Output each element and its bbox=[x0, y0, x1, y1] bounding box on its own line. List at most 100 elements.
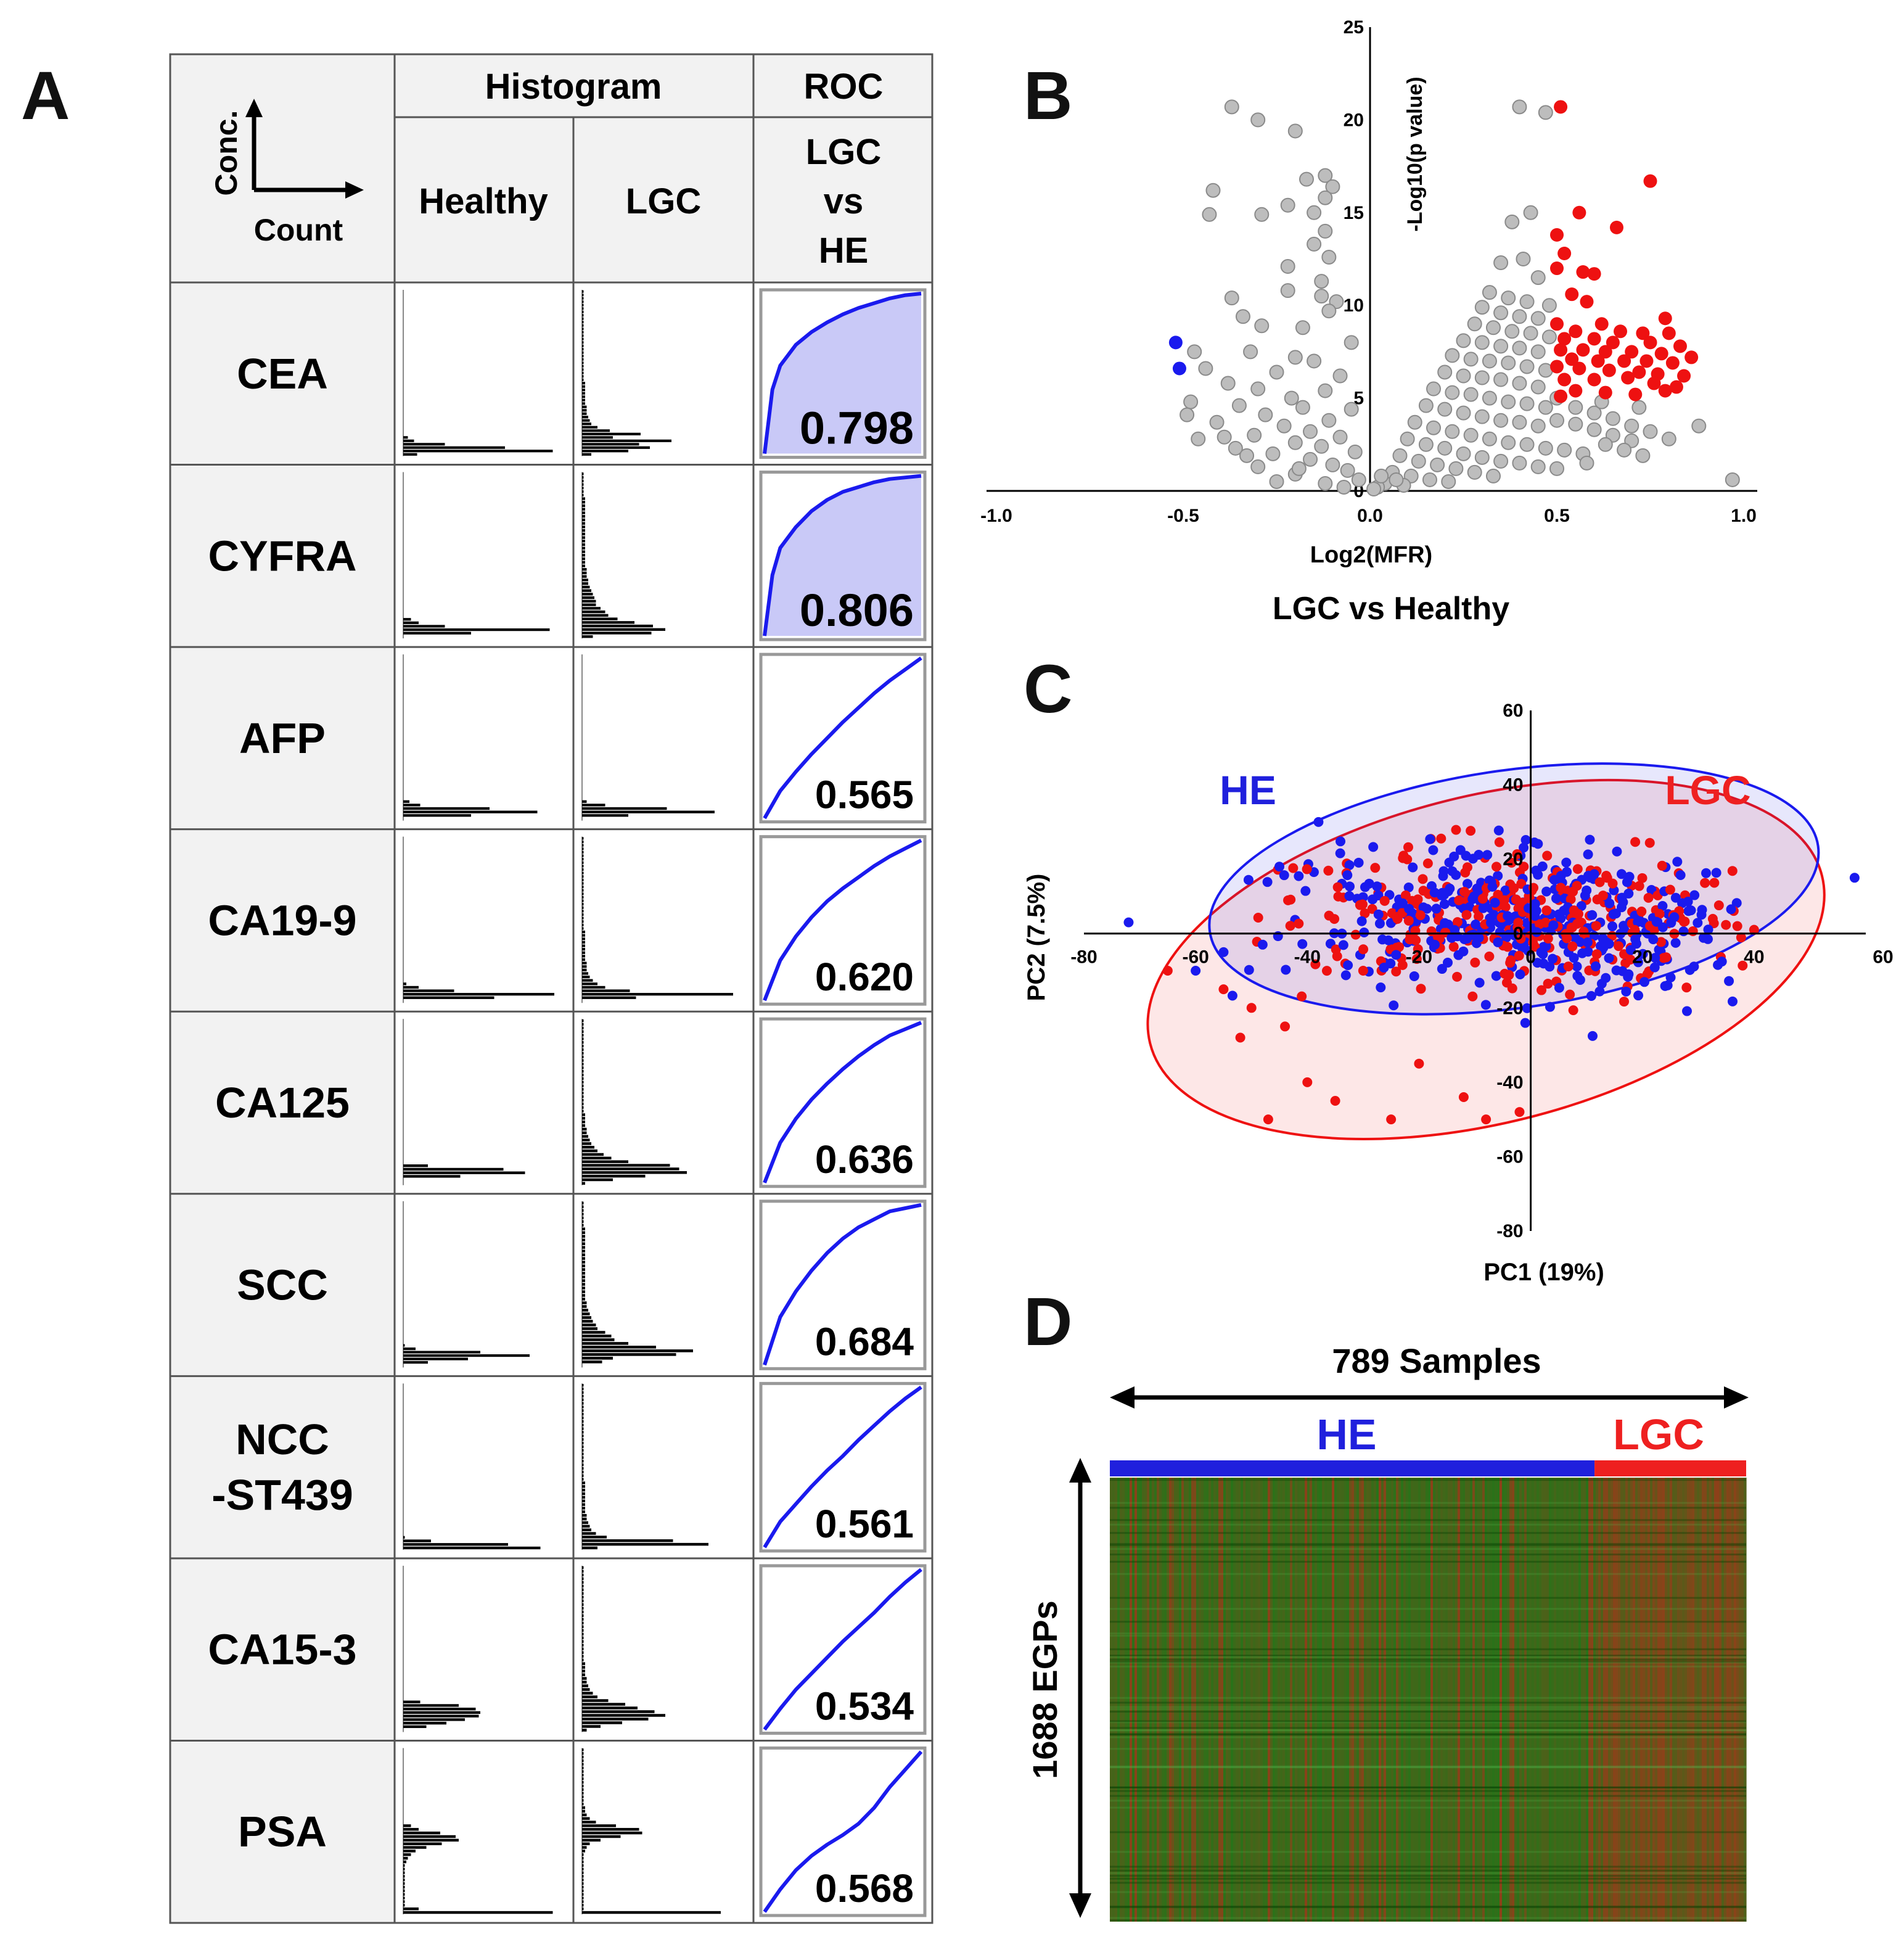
volcano-point-ns bbox=[1280, 283, 1295, 298]
pca-point-lgc bbox=[1544, 942, 1554, 953]
pca-point-he bbox=[1438, 866, 1449, 876]
pca-point-lgc bbox=[1592, 894, 1602, 905]
pca-point-he bbox=[1391, 950, 1401, 960]
heatmap-column bbox=[1233, 1478, 1236, 1922]
auc-value: 0.684 bbox=[815, 1319, 914, 1364]
heatmap-column bbox=[1564, 1478, 1567, 1922]
pca-point-he bbox=[1426, 881, 1437, 891]
pca-point-lgc bbox=[1506, 889, 1516, 899]
heatmap-column bbox=[1625, 1478, 1628, 1922]
heatmap-column bbox=[1347, 1478, 1350, 1922]
pca-point-he bbox=[1485, 918, 1496, 928]
pca-point-lgc bbox=[1333, 891, 1344, 902]
lgc-hist-bar bbox=[582, 993, 733, 996]
pca-point-he bbox=[1623, 888, 1634, 899]
lgc-hist-bar bbox=[582, 1420, 584, 1423]
volcano-point-ns bbox=[1482, 285, 1497, 300]
pca-point-lgc bbox=[1568, 1005, 1578, 1016]
volcano-point-ns bbox=[1250, 381, 1266, 397]
lgc-hist-bar bbox=[582, 508, 585, 511]
pca-point-lgc bbox=[1507, 983, 1517, 994]
pca-point-lgc bbox=[1436, 833, 1446, 844]
volcano-point-up bbox=[1580, 295, 1594, 309]
lgc-hist-bar bbox=[582, 1788, 584, 1792]
pca-point-lgc bbox=[1402, 854, 1413, 865]
pca-point-lgc bbox=[1562, 933, 1572, 944]
heatmap-column bbox=[1734, 1478, 1737, 1922]
pca-point-he bbox=[1510, 911, 1520, 921]
auc-value: 0.636 bbox=[815, 1137, 914, 1182]
lgc-hist-bar bbox=[582, 1044, 584, 1048]
pca-point-he bbox=[1601, 892, 1612, 902]
pca-point-lgc bbox=[1484, 951, 1495, 961]
heatmap-row-stripe bbox=[1110, 1786, 1746, 1788]
healthy-hist-bar bbox=[403, 1714, 479, 1718]
healthy-hist-bar bbox=[403, 632, 471, 635]
pca-point-lgc bbox=[1527, 886, 1537, 896]
pca-point-he bbox=[1509, 930, 1520, 940]
heatmap-column bbox=[1628, 1478, 1631, 1922]
heatmap-row-stripe bbox=[1110, 1648, 1746, 1650]
pca-point-lgc bbox=[1633, 912, 1644, 923]
roc-frame bbox=[759, 471, 927, 641]
volcano-point-ns bbox=[1340, 463, 1355, 478]
lgc-hist-bar bbox=[582, 1427, 584, 1430]
pca-point-lgc bbox=[1394, 942, 1405, 952]
lgc-hist-bar bbox=[582, 1338, 615, 1341]
pca-point-lgc bbox=[1435, 943, 1445, 953]
pca-point-he bbox=[1300, 886, 1311, 896]
lgc-hist-bar bbox=[582, 1478, 584, 1481]
heatmap-column bbox=[1403, 1478, 1406, 1922]
pca-point-he bbox=[1453, 950, 1464, 960]
lgc-hist-bar bbox=[582, 1164, 670, 1167]
heatmap-row-stripe bbox=[1110, 1905, 1746, 1907]
pca-point-he bbox=[1546, 909, 1556, 920]
pca-point-he bbox=[1713, 960, 1723, 970]
heatmap-column bbox=[1290, 1478, 1293, 1922]
heatmap-column bbox=[1327, 1478, 1330, 1922]
pca-point-lgc bbox=[1321, 966, 1332, 976]
pca-point-he bbox=[1689, 890, 1700, 900]
volcano-point-ns bbox=[1247, 427, 1262, 443]
pca-point-he bbox=[1498, 919, 1508, 929]
roc-frame bbox=[759, 1199, 927, 1370]
pca-point-he bbox=[1384, 890, 1395, 900]
pca-point-he bbox=[1689, 961, 1699, 972]
volcano-point-ns bbox=[1519, 396, 1535, 411]
pca-xtick: -60 bbox=[1182, 947, 1208, 968]
lgc-hist-bar bbox=[582, 1677, 587, 1680]
volcano-point-up bbox=[1621, 371, 1635, 385]
heatmap-column bbox=[1608, 1478, 1611, 1922]
pca-point-lgc bbox=[1511, 894, 1521, 905]
lgc-hist-bar bbox=[582, 972, 588, 975]
volcano-point-up bbox=[1569, 324, 1583, 339]
healthy-hist-bar bbox=[403, 453, 417, 456]
volcano-point-up bbox=[1557, 332, 1572, 346]
lgc-hist-bar bbox=[582, 1813, 587, 1817]
lgc-hist-bar bbox=[582, 1695, 597, 1698]
pca-point-he bbox=[1595, 917, 1606, 928]
pca-point-he bbox=[1666, 918, 1676, 928]
pca-point-he bbox=[1541, 886, 1552, 897]
heatmap-column bbox=[1603, 1478, 1606, 1922]
lgc-hist-bar bbox=[582, 1409, 584, 1412]
heatmap-column bbox=[1149, 1478, 1152, 1922]
pca-point-he bbox=[1123, 917, 1134, 928]
heatmap-column bbox=[1652, 1478, 1656, 1922]
heatmap-column bbox=[1268, 1478, 1271, 1922]
pca-point-lgc bbox=[1376, 956, 1386, 966]
pca-point-he bbox=[1618, 897, 1628, 907]
lgc-hist-bar bbox=[582, 1684, 588, 1687]
lgc-hist-bar bbox=[582, 1182, 585, 1185]
heatmap-column bbox=[1467, 1478, 1471, 1922]
pca-point-lgc bbox=[1565, 989, 1575, 1000]
heatmap-group-bar-he bbox=[1110, 1460, 1595, 1476]
lgc-hist-bar bbox=[582, 1640, 584, 1643]
pca-point-he bbox=[1617, 892, 1627, 903]
lgc-hist-bar bbox=[582, 1048, 584, 1051]
heatmap-column bbox=[1374, 1478, 1377, 1922]
pca-point-he bbox=[1565, 911, 1575, 921]
heatmap-column bbox=[1482, 1478, 1485, 1922]
lgc-hist-bar bbox=[582, 958, 585, 961]
pca-point-he bbox=[1385, 958, 1396, 969]
